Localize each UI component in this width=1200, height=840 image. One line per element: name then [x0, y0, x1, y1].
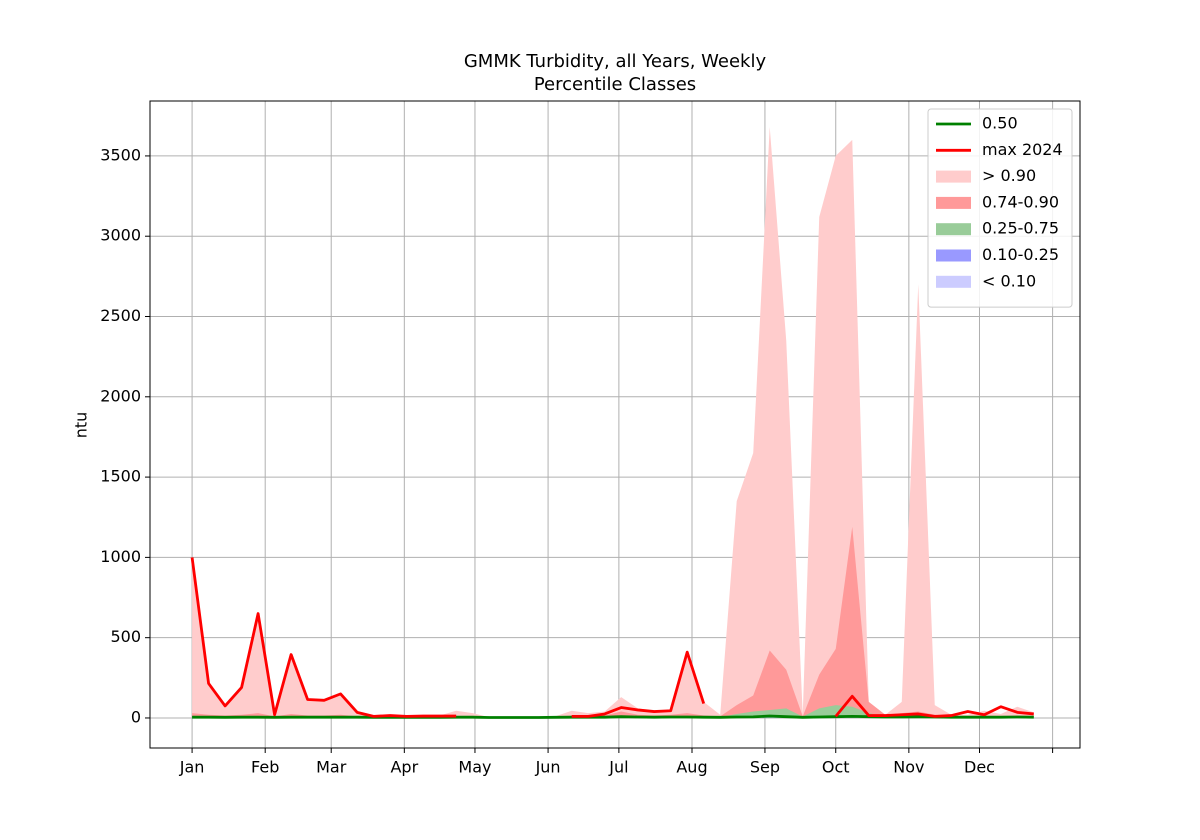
y-tick-label: 3000	[100, 226, 141, 245]
x-tick-label: Dec	[964, 758, 995, 777]
legend-label: 0.74-0.90	[982, 192, 1059, 211]
x-tick-label: Feb	[251, 758, 279, 777]
legend-patch	[936, 196, 971, 209]
y-tick-label: 0	[131, 707, 141, 726]
axes: 0 500 1000 1500 2000 2500 3000 3500 Jan Feb Mar Apr…	[100, 145, 1054, 777]
percentile-band	[192, 526, 1034, 718]
y-tick-label: 2000	[100, 386, 141, 405]
x-tick-label: Jun	[535, 758, 561, 777]
y-axis-label: ntu	[72, 412, 91, 439]
legend-patch	[936, 249, 971, 262]
y-tick-label: 1500	[100, 467, 141, 486]
x-tick-label: Jan	[179, 758, 205, 777]
y-tick-label: 500	[110, 627, 141, 646]
legend-label: 0.25-0.75	[982, 219, 1059, 238]
y-tick-label: 3500	[100, 145, 141, 164]
percentile-band	[192, 127, 1034, 718]
x-tick-label: Aug	[676, 758, 707, 777]
x-tick-label: Mar	[316, 758, 347, 777]
series-line	[192, 714, 1034, 719]
plot-area	[190, 127, 1034, 719]
x-tick-label: Apr	[390, 758, 418, 777]
series-line	[190, 557, 1034, 718]
legend-label: < 0.10	[982, 271, 1036, 290]
legend: 0.50 max 2024 > 0.90 0.74-0.90 0.25-0.75 0.10…	[927, 108, 1073, 308]
legend-patch	[936, 275, 971, 288]
legend-label: 0.10-0.25	[982, 245, 1059, 264]
x-tick-label: Sep	[750, 758, 780, 777]
x-tick-label: Nov	[893, 758, 924, 777]
x-tick-label: May	[458, 758, 491, 777]
y-tick-label: 2500	[100, 306, 141, 325]
y-tick-label: 1000	[100, 547, 141, 566]
axes-frame	[149, 100, 1081, 749]
x-tick-label: Jul	[608, 758, 628, 777]
percentile-band	[192, 705, 1034, 718]
legend-patch	[936, 223, 971, 236]
x-tick-label: Oct	[822, 758, 850, 777]
legend-label: max 2024	[982, 140, 1063, 159]
legend-patch	[936, 170, 971, 183]
chart-subtitle: Percentile Classes	[534, 74, 696, 95]
legend-label: 0.50	[982, 114, 1018, 133]
legend-label: > 0.90	[982, 166, 1036, 185]
chart-title: GMMK Turbidity, all Years, Weekly	[464, 51, 767, 72]
